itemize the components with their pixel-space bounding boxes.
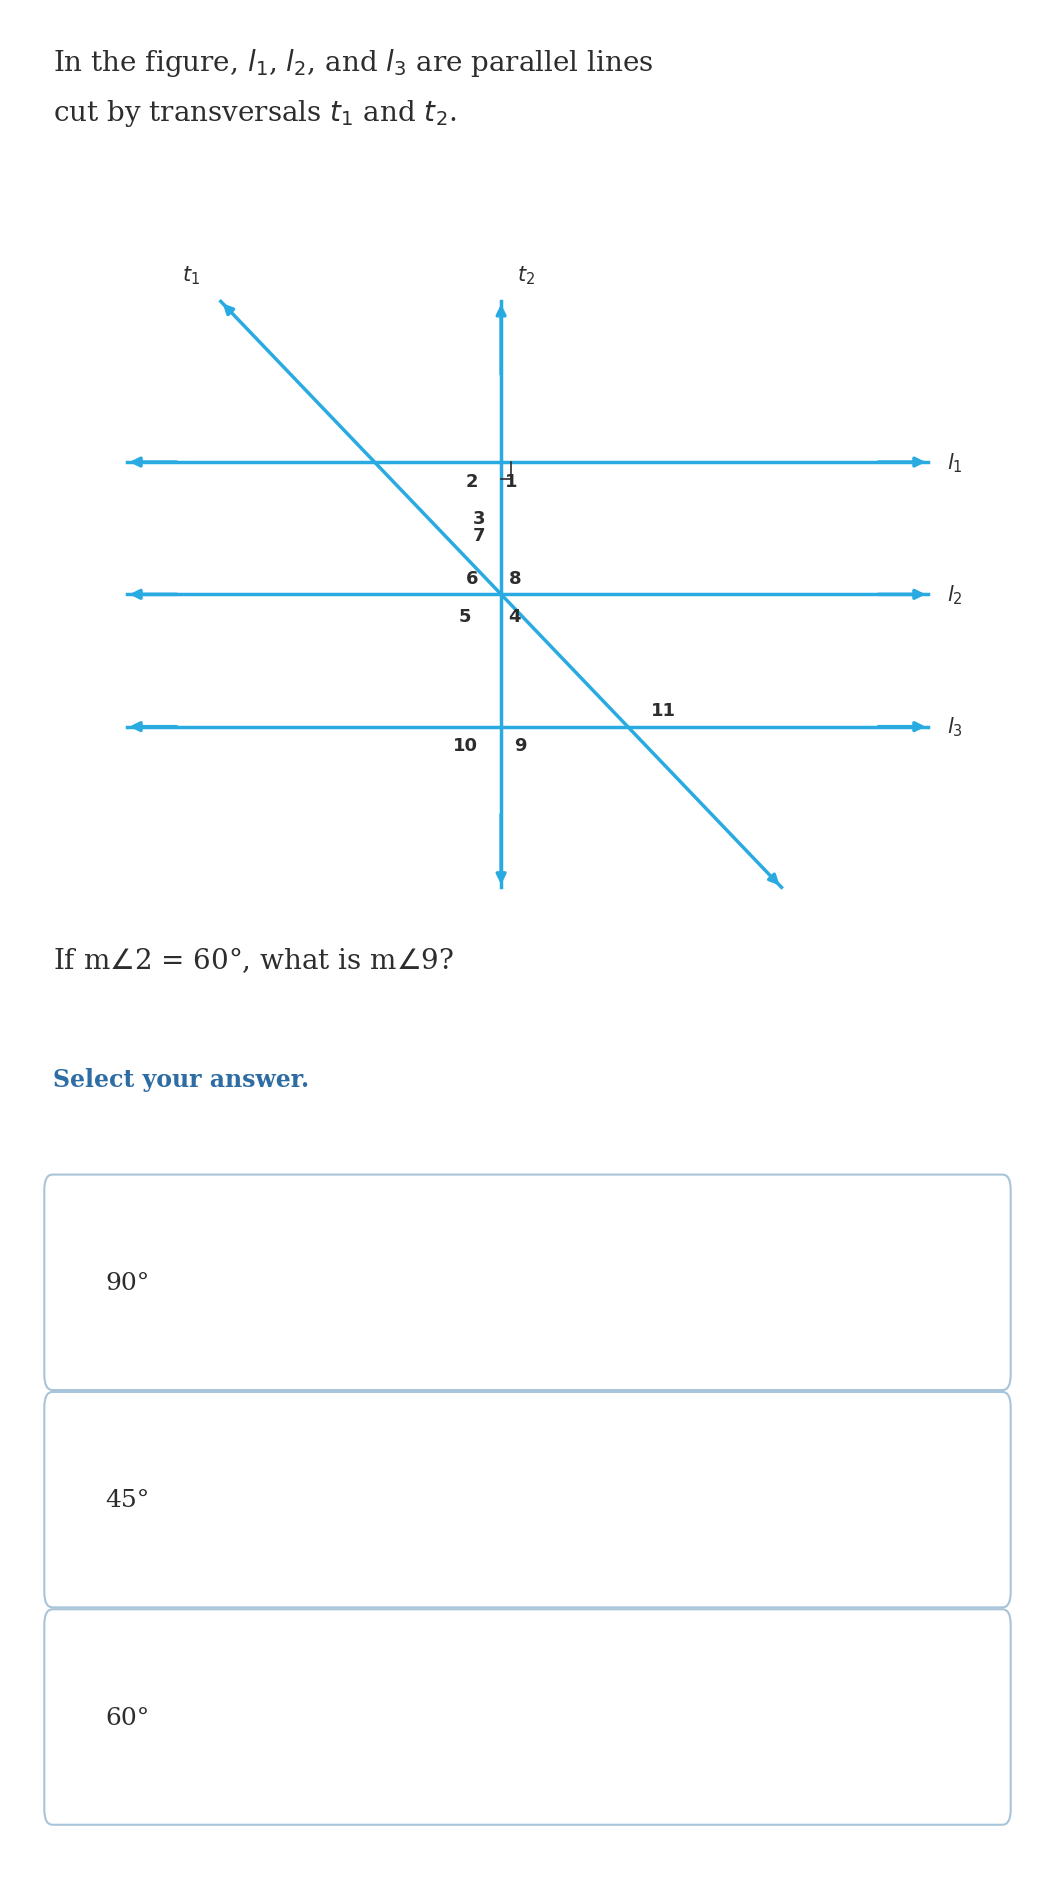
Text: $l_1$: $l_1$ bbox=[947, 451, 963, 474]
Text: $t_1$: $t_1$ bbox=[181, 264, 199, 287]
Text: 4: 4 bbox=[509, 606, 521, 625]
Text: 2: 2 bbox=[465, 472, 478, 491]
FancyBboxPatch shape bbox=[44, 1392, 1011, 1608]
Text: 3: 3 bbox=[473, 510, 485, 527]
Text: In the figure, $\it{l}$$_1$, $\it{l}$$_2$, and $\it{l}$$_3$ are parallel lines: In the figure, $\it{l}$$_1$, $\it{l}$$_2… bbox=[53, 47, 653, 79]
Text: 9: 9 bbox=[514, 737, 526, 756]
FancyBboxPatch shape bbox=[44, 1609, 1011, 1825]
Text: 1: 1 bbox=[505, 472, 518, 491]
Text: 11: 11 bbox=[651, 703, 676, 720]
Text: 60°: 60° bbox=[106, 1706, 150, 1728]
Text: $t_2$: $t_2$ bbox=[517, 264, 535, 287]
Text: Select your answer.: Select your answer. bbox=[53, 1067, 309, 1092]
Text: cut by transversals $\it{t}$$_1$ and $\it{t}$$_2$.: cut by transversals $\it{t}$$_1$ and $\i… bbox=[53, 98, 456, 128]
Text: $l_2$: $l_2$ bbox=[947, 584, 963, 606]
Text: 7: 7 bbox=[473, 527, 485, 544]
Text: 90°: 90° bbox=[106, 1271, 150, 1294]
Text: 6: 6 bbox=[465, 570, 478, 587]
Text: 5: 5 bbox=[459, 606, 472, 625]
Text: 10: 10 bbox=[453, 737, 478, 756]
FancyBboxPatch shape bbox=[44, 1175, 1011, 1390]
Text: $l_3$: $l_3$ bbox=[947, 716, 963, 739]
Text: 45°: 45° bbox=[106, 1489, 150, 1511]
Text: 8: 8 bbox=[509, 570, 521, 587]
Text: If m$\angle$2 = 60°, what is m$\angle$9?: If m$\angle$2 = 60°, what is m$\angle$9? bbox=[53, 944, 454, 975]
